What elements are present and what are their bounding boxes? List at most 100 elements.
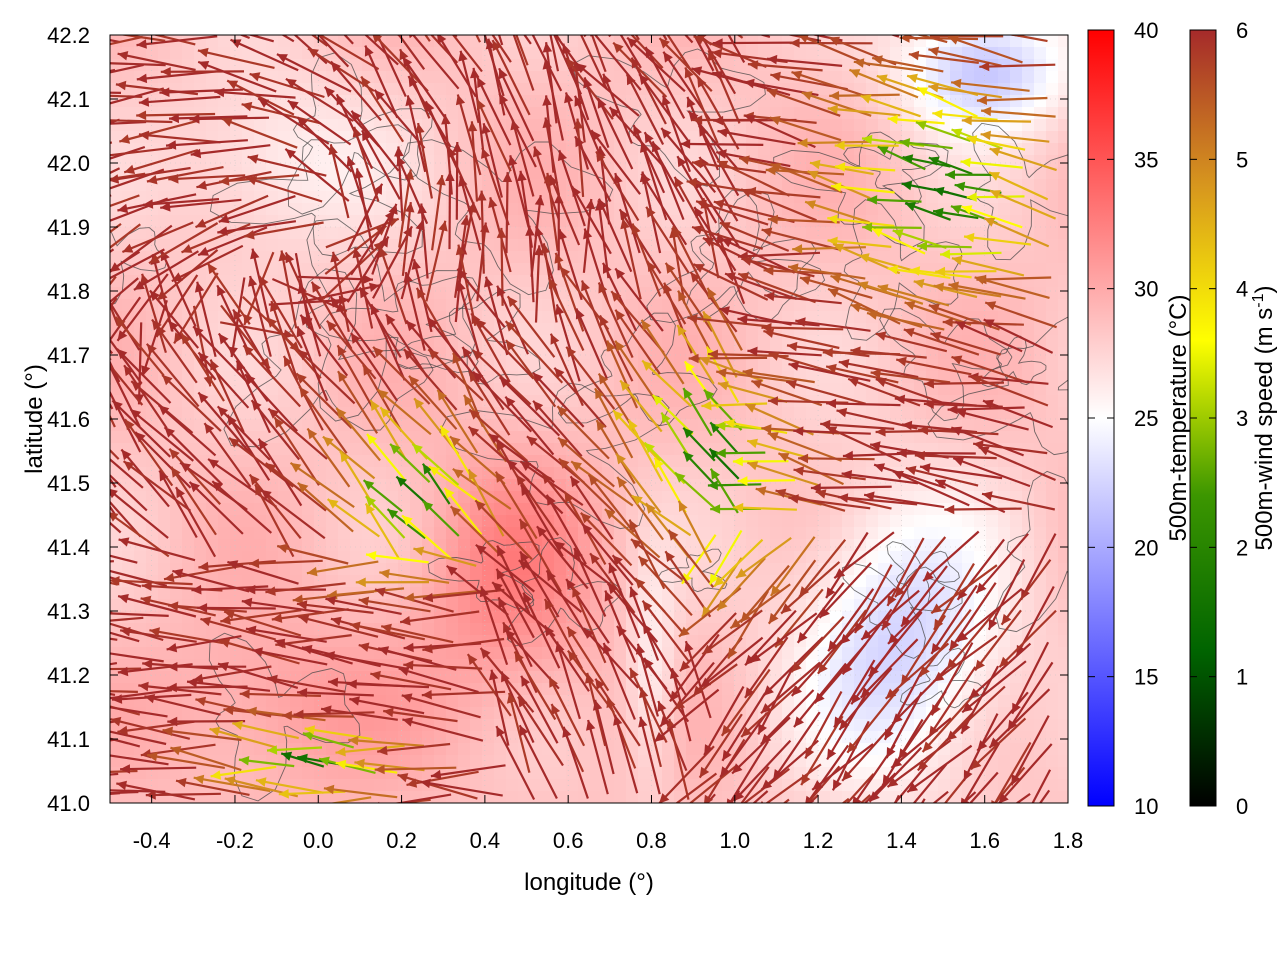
temperature-cell (278, 95, 291, 108)
temperature-cell (830, 71, 843, 84)
temperature-cell (866, 119, 879, 132)
temperature-cell (110, 203, 123, 216)
temperature-cell (782, 647, 795, 660)
temperature-cell (182, 359, 195, 372)
temperature-cell (470, 755, 483, 768)
temperature-cell (374, 635, 387, 648)
temperature-cell (770, 527, 783, 540)
temperature-cell (446, 35, 459, 48)
temperature-cell (878, 635, 891, 648)
temperature-cell (122, 479, 135, 492)
temperature-cell (1022, 263, 1035, 276)
temperature-cell (770, 599, 783, 612)
temperature-cell (122, 35, 135, 48)
temperature-cell (746, 335, 759, 348)
temperature-cell (146, 503, 159, 516)
temperature-cell (386, 383, 399, 396)
temperature-cell (170, 479, 183, 492)
temperature-cell (398, 431, 411, 444)
temperature-cell (422, 59, 435, 72)
temperature-cell (230, 251, 243, 264)
temperature-cell (398, 107, 411, 120)
temperature-cell (458, 695, 471, 708)
temperature-cell (266, 59, 279, 72)
temperature-cell (938, 59, 951, 72)
temperature-cell (254, 251, 267, 264)
temperature-cell (230, 647, 243, 660)
temperature-cell (290, 239, 303, 252)
temperature-cell (374, 527, 387, 540)
temperature-cell (806, 407, 819, 420)
temperature-cell (926, 215, 939, 228)
temperature-cell (674, 347, 687, 360)
temperature-cell (230, 551, 243, 564)
temperature-cell (746, 515, 759, 528)
temperature-cell (134, 707, 147, 720)
temperature-cell (614, 647, 627, 660)
temperature-cell (122, 599, 135, 612)
temperature-cell (266, 563, 279, 576)
temperature-cell (530, 107, 543, 120)
temperature-cell (794, 791, 807, 803)
temperature-cell (374, 467, 387, 480)
temperature-cell (950, 527, 963, 540)
temperature-cell (218, 155, 231, 168)
temperature-cell (170, 623, 183, 636)
temperature-cell (734, 431, 747, 444)
temperature-cell (1046, 35, 1059, 48)
temperature-cell (422, 539, 435, 552)
temperature-cell (266, 287, 279, 300)
temperature-cell (206, 155, 219, 168)
temperature-cell (230, 755, 243, 768)
temperature-cell (374, 311, 387, 324)
temperature-cell (410, 47, 423, 60)
temperature-cell (182, 491, 195, 504)
temperature-cell (206, 311, 219, 324)
temperature-cell (326, 359, 339, 372)
temperature-cell (362, 683, 375, 696)
temperature-cell (674, 611, 687, 624)
temperature-cell (218, 131, 231, 144)
temperature-cell (338, 431, 351, 444)
temperature-cell (722, 683, 735, 696)
temperature-cell (734, 671, 747, 684)
temperature-cell (122, 71, 135, 84)
temperature-cell (1034, 251, 1047, 264)
temperature-cell (314, 779, 327, 792)
temperature-cell (194, 95, 207, 108)
temperature-cell (494, 767, 507, 780)
temperature-cell (638, 767, 651, 780)
temperature-cell (110, 431, 123, 444)
temperature-cell (986, 71, 999, 84)
temperature-cell (854, 35, 867, 48)
temperature-cell (110, 59, 123, 72)
temperature-cell (374, 611, 387, 624)
temperature-cell (170, 179, 183, 192)
temperature-cell (698, 515, 711, 528)
temperature-cell (182, 767, 195, 780)
temperature-cell (854, 575, 867, 588)
temperature-cell (170, 587, 183, 600)
temperature-cell (134, 755, 147, 768)
temperature-cell (122, 791, 135, 803)
temperature-cell (338, 263, 351, 276)
temperature-cell (482, 755, 495, 768)
temperature-cell (458, 527, 471, 540)
temperature-cell (434, 167, 447, 180)
temperature-cell (302, 539, 315, 552)
temperature-cell (218, 539, 231, 552)
temperature-cell (914, 707, 927, 720)
temperature-cell (506, 791, 519, 803)
temperature-cell (254, 419, 267, 432)
temperature-cell (362, 719, 375, 732)
temperature-cell (170, 251, 183, 264)
temperature-cell (434, 299, 447, 312)
temperature-cell (914, 179, 927, 192)
temperature-cell (386, 251, 399, 264)
temperature-cell (194, 659, 207, 672)
temperature-cell (794, 155, 807, 168)
temperature-cell (182, 287, 195, 300)
temperature-cell (170, 671, 183, 684)
temperature-cell (410, 179, 423, 192)
temperature-cell (242, 491, 255, 504)
